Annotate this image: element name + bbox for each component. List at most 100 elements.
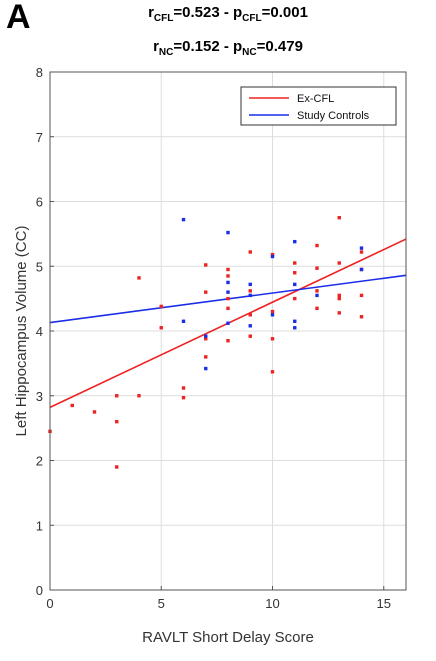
data-point-ex-cfl (204, 355, 208, 359)
data-point-study-controls (293, 326, 297, 330)
y-tick-label: 7 (36, 130, 43, 145)
y-tick-label: 8 (36, 65, 43, 80)
x-tick-label: 15 (377, 596, 391, 611)
data-point-study-controls (226, 321, 230, 325)
data-point-study-controls (359, 267, 364, 272)
cfl-correlation-stats: rCFL=0.523 - pCFL=0.001 (50, 4, 406, 24)
y-tick-label: 1 (36, 518, 43, 533)
legend-box (240, 86, 397, 126)
data-point-ex-cfl (115, 465, 119, 469)
data-point-ex-cfl (226, 296, 230, 301)
data-point-ex-cfl (137, 276, 141, 280)
data-point-ex-cfl (270, 370, 275, 374)
nc-correlation-stats: rNC=0.152 - pNC=0.479 (50, 38, 406, 58)
data-point-ex-cfl (337, 296, 341, 301)
data-point-ex-cfl (270, 252, 275, 257)
p-cfl-subscript: CFL (242, 13, 262, 24)
data-point-ex-cfl (204, 290, 208, 294)
data-point-study-controls (270, 313, 275, 317)
data-point-study-controls (315, 293, 319, 298)
data-point-ex-cfl (70, 403, 74, 408)
data-point-ex-cfl (248, 313, 252, 317)
data-point-ex-cfl (248, 334, 252, 338)
p-nc-symbol: p (233, 38, 243, 55)
data-point-ex-cfl (181, 386, 186, 390)
data-point-ex-cfl (159, 326, 163, 330)
r-nc-symbol: r (153, 38, 159, 55)
y-tick-label: 4 (36, 324, 43, 339)
x-axis-label: RAVLT Short Delay Score (142, 629, 314, 646)
data-point-study-controls (293, 319, 297, 323)
p-cfl-symbol: p (233, 4, 243, 21)
data-point-ex-cfl (315, 289, 319, 293)
data-point-ex-cfl (315, 243, 319, 248)
legend-label-ex-cfl: Ex-CFL (297, 93, 334, 105)
data-point-ex-cfl (293, 296, 297, 301)
data-point-ex-cfl (181, 395, 186, 400)
data-point-study-controls (248, 324, 252, 328)
data-point-ex-cfl (337, 215, 341, 220)
data-point-ex-cfl (226, 274, 230, 278)
r-nc-subscript: NC (158, 47, 174, 58)
data-point-ex-cfl (92, 410, 97, 414)
y-tick-label: 0 (36, 583, 43, 598)
data-point-ex-cfl (315, 306, 319, 311)
data-point-study-controls (293, 239, 297, 244)
grid-layer (49, 71, 406, 591)
data-point-ex-cfl (293, 271, 297, 275)
panel-letter: A (6, 0, 31, 36)
data-point-study-controls (359, 246, 364, 250)
p-nc-value: =0.479 (256, 38, 303, 55)
data-point-ex-cfl (315, 266, 319, 270)
data-point-ex-cfl (359, 293, 364, 298)
data-point-study-controls (270, 254, 275, 259)
data-point-ex-cfl (293, 261, 297, 265)
data-point-study-controls (204, 366, 208, 371)
data-point-ex-cfl (115, 394, 119, 398)
data-point-ex-cfl (115, 419, 119, 424)
data-point-ex-cfl (337, 261, 341, 265)
data-point-study-controls (248, 282, 252, 287)
data-point-ex-cfl (137, 394, 141, 398)
data-point-ex-cfl (226, 339, 230, 343)
y-axis-label: Left Hippocampus Volume (CC) (13, 226, 30, 437)
data-points (48, 215, 364, 469)
data-point-ex-cfl (159, 304, 163, 309)
data-point-ex-cfl (226, 306, 230, 311)
r-cfl-value: =0.523 - (173, 4, 233, 21)
r-nc-value: =0.152 - (173, 38, 233, 55)
legend: Ex-CFL Study Controls (240, 86, 397, 126)
p-nc-subscript: NC (242, 47, 257, 58)
y-tick-label: 2 (36, 454, 43, 469)
legend-label-study-controls: Study Controls (297, 110, 370, 122)
data-point-study-controls (204, 334, 208, 338)
data-point-ex-cfl (204, 337, 208, 341)
data-point-ex-cfl (226, 267, 230, 272)
data-point-study-controls (181, 217, 186, 222)
y-tick-label: 3 (36, 389, 43, 404)
data-point-study-controls (226, 230, 230, 235)
data-point-ex-cfl (337, 311, 341, 315)
data-point-study-controls (293, 282, 297, 287)
x-tick-label: 5 (158, 596, 165, 611)
x-tick-label: 10 (265, 596, 279, 611)
data-point-ex-cfl (337, 293, 341, 298)
p-cfl-value: =0.001 (261, 4, 308, 21)
data-point-study-controls (226, 290, 230, 294)
y-tick-label: 5 (36, 259, 43, 274)
data-point-ex-cfl (270, 309, 275, 314)
y-tick-label: 6 (36, 195, 43, 210)
data-point-ex-cfl (270, 337, 275, 341)
axis-ticks: 0 1 2 3 4 5 6 7 8 0 5 10 15 (36, 65, 391, 611)
data-point-ex-cfl (248, 289, 252, 293)
data-point-study-controls (181, 319, 186, 323)
data-point-ex-cfl (204, 263, 208, 267)
data-point-study-controls (226, 280, 230, 285)
data-point-ex-cfl (359, 250, 364, 254)
r-cfl-symbol: r (148, 4, 154, 21)
data-point-study-controls (248, 293, 252, 298)
x-tick-label: 0 (46, 596, 53, 611)
r-cfl-subscript: CFL (153, 13, 174, 24)
data-point-ex-cfl (248, 250, 252, 254)
